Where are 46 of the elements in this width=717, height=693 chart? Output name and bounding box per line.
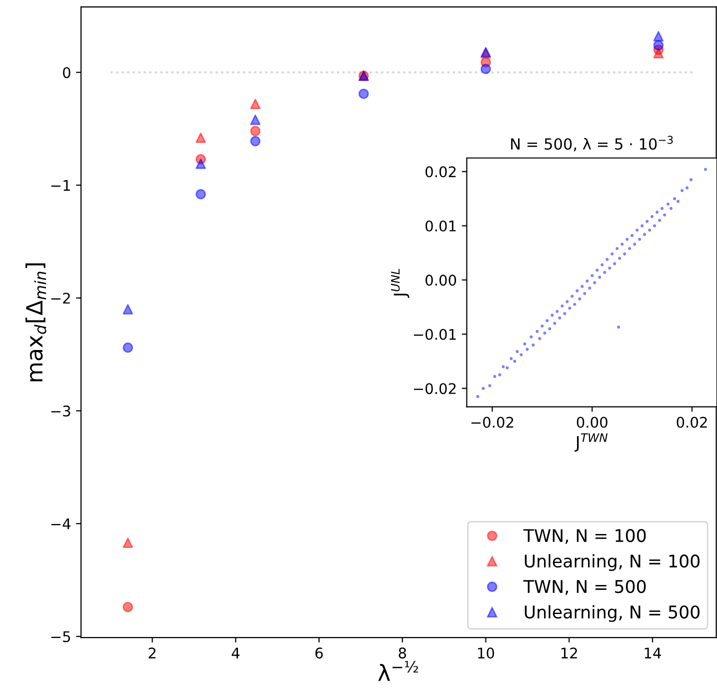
y-tick-label: −3 [51, 406, 70, 417]
x-tick-label: 12 [561, 648, 577, 658]
y-tick-label: −5 [51, 631, 70, 642]
point [250, 126, 261, 136]
point [196, 158, 206, 169]
point [250, 114, 261, 125]
point [122, 304, 134, 314]
x-axis-title: J$^{TWN}$ [574, 433, 608, 452]
x-tick-label: 0.00 [576, 416, 608, 428]
x-tick-label: 0.02 [676, 416, 707, 428]
point [250, 98, 261, 110]
y-tick-label: −0.02 [414, 383, 456, 394]
x-tick-label: 4 [232, 648, 240, 658]
y-tick-label: −4 [51, 518, 70, 530]
legend-label: TWN, N = 500 [523, 580, 646, 595]
x-tick-label: 8 [398, 648, 406, 659]
point [196, 188, 206, 200]
x-tick-label: 10 [478, 648, 494, 659]
y-tick-label: 0 [62, 67, 70, 78]
y-tick-label: −1 [51, 180, 70, 191]
legend-label: TWN, N = 100 [523, 528, 646, 544]
y-tick-label: 0.01 [426, 220, 456, 232]
x-axis-title: λ$^{−½}$ [378, 660, 418, 681]
point [653, 40, 664, 50]
point [250, 136, 261, 146]
point [358, 88, 369, 100]
point [196, 132, 206, 144]
y-tick-label: −2 [51, 292, 70, 304]
x-tick-label: −0.02 [471, 416, 514, 428]
legend-label: Unlearning, N = 100 [524, 554, 700, 571]
y-axis-title: max$_{d}$[Δ$_{min}$] [26, 263, 46, 382]
point [122, 538, 134, 548]
point [122, 342, 134, 353]
y-tick-label: 0.02 [426, 166, 456, 178]
point [653, 48, 664, 58]
point [653, 31, 664, 42]
y-tick-label: 0.00 [426, 274, 456, 286]
legend-label: Unlearning, N = 500 [524, 605, 700, 622]
x-tick-label: 14 [644, 648, 661, 658]
chart-title: N = 500, λ = 5 · 10$^{−3}$ [511, 136, 673, 152]
point [480, 64, 491, 74]
y-tick-label: −0.01 [414, 328, 456, 340]
x-tick-label: 6 [315, 648, 323, 659]
y-axis-title: J$^{UNL}$ [391, 268, 410, 298]
x-tick-label: 2 [148, 648, 156, 658]
point [122, 602, 134, 612]
